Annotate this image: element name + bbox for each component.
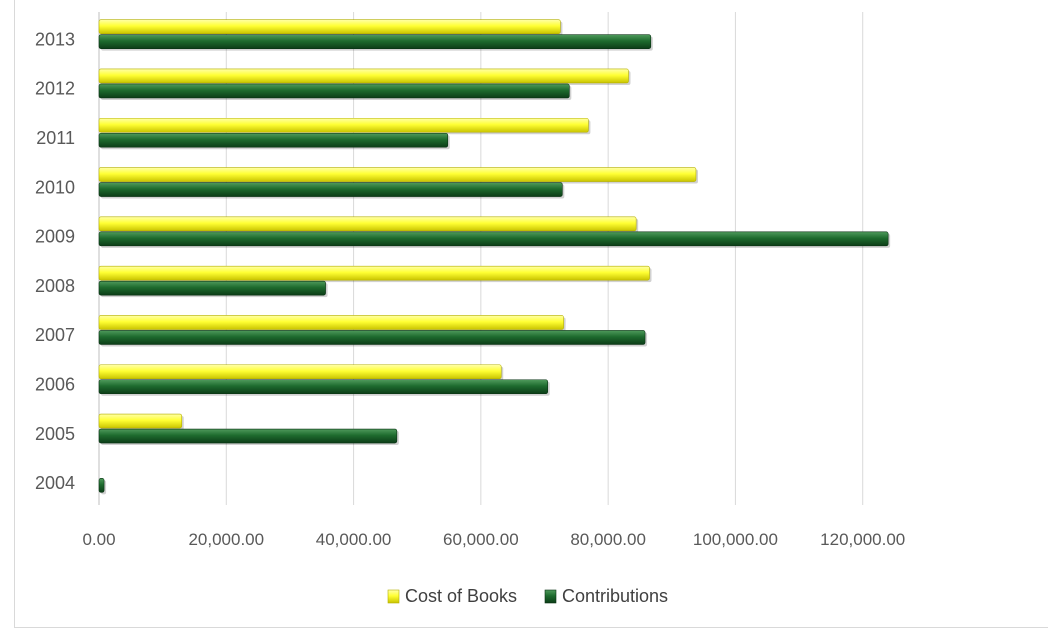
bar-cost-of-books-2012 xyxy=(98,68,631,85)
legend-swatch xyxy=(387,589,400,604)
bar-rect xyxy=(98,231,889,247)
bar-contributions-2005 xyxy=(98,428,399,446)
bar-contributions-2009 xyxy=(98,231,891,248)
legend-label: Cost of Books xyxy=(405,586,517,606)
bar-rect xyxy=(98,117,589,133)
bar-contributions-2011 xyxy=(98,132,450,150)
bar-cost-of-books-2007 xyxy=(98,315,566,332)
category-label-2007: 2007 xyxy=(35,325,75,345)
category-label-2012: 2012 xyxy=(35,79,75,99)
category-label-2004: 2004 xyxy=(35,473,75,493)
category-label-2009: 2009 xyxy=(35,227,75,247)
bar-rect xyxy=(98,330,646,345)
bar-cost-of-books-2009 xyxy=(98,216,639,233)
category-label-2011: 2011 xyxy=(36,128,75,148)
bar-rect xyxy=(98,216,637,232)
bar-cost-of-books-2010 xyxy=(98,167,698,184)
x-tick-label-4: 80,000.00 xyxy=(570,530,646,549)
bar-rect xyxy=(98,265,650,281)
bar-rect xyxy=(98,182,563,197)
bar-rect xyxy=(98,315,564,330)
bar-cost-of-books-2011 xyxy=(98,117,591,135)
category-labels: 2013 2012 2011 2010 2009 2008 2007 2006 2005 2004 xyxy=(35,29,75,493)
bar-contributions-2010 xyxy=(98,182,565,199)
bar-rect xyxy=(98,34,652,49)
bar-rect xyxy=(98,413,183,429)
bar-rect xyxy=(98,379,548,395)
bar-rect xyxy=(98,364,502,380)
bar-rect xyxy=(98,280,326,296)
legend-item-contributions: Contributions xyxy=(544,586,668,606)
x-tick-label-0: 0.00 xyxy=(82,530,115,549)
bar-cost-of-books-2006 xyxy=(98,364,504,381)
bar-rect xyxy=(98,167,697,182)
bar-cost-of-books-2008 xyxy=(98,265,652,283)
bar-rect xyxy=(98,83,570,99)
bar-contributions-2007 xyxy=(98,330,648,347)
x-tick-label-1: 20,000.00 xyxy=(188,530,264,549)
bar-contributions-2012 xyxy=(98,83,572,100)
bar-rect xyxy=(98,68,629,84)
x-tick-label-5: 100,000.00 xyxy=(693,530,778,549)
bars xyxy=(98,19,891,495)
x-tick-label-6: 120,000.00 xyxy=(820,530,905,549)
legend-label: Contributions xyxy=(562,586,668,606)
bar-contributions-2004 xyxy=(98,478,107,495)
bar-rect xyxy=(98,478,105,493)
category-label-2013: 2013 xyxy=(35,29,75,49)
bar-cost-of-books-2013 xyxy=(98,19,563,36)
bar-contributions-2013 xyxy=(98,34,653,51)
legend: Cost of Books Contributions xyxy=(387,586,668,606)
category-label-2008: 2008 xyxy=(35,276,75,296)
category-label-2006: 2006 xyxy=(35,375,75,395)
bar-cost-of-books-2005 xyxy=(98,413,184,431)
bar-contributions-2006 xyxy=(98,379,550,396)
x-tick-label-2: 40,000.00 xyxy=(316,530,392,549)
bar-rect xyxy=(98,19,561,34)
legend-swatch xyxy=(544,589,557,604)
x-tick-label-3: 60,000.00 xyxy=(443,530,519,549)
x-tick-labels: 0.00 20,000.00 40,000.00 60,000.00 80,000.00… xyxy=(82,530,905,549)
category-label-2010: 2010 xyxy=(35,177,75,197)
bar-rect xyxy=(98,428,398,444)
chart-frame xyxy=(14,0,1048,628)
legend-item-cost-of-books: Cost of Books xyxy=(387,586,517,606)
category-label-2005: 2005 xyxy=(35,424,75,444)
bar-contributions-2008 xyxy=(98,280,328,298)
bar-rect xyxy=(98,132,449,148)
